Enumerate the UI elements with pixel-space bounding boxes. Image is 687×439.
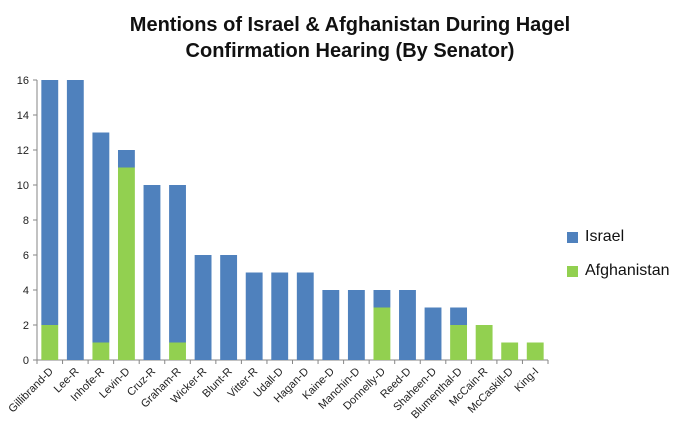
- bar-afghanistan-levin-d: [117, 167, 135, 360]
- bar-afghanistan-graham-r: [169, 342, 186, 360]
- legend: Israel Afghanistan: [567, 226, 670, 294]
- chart-title-line-1: Mentions of Israel & Afghanistan During …: [129, 14, 571, 36]
- legend-swatch-afghanistan: [567, 265, 578, 277]
- legend-item-afghanistan: Afghanistan: [567, 260, 670, 282]
- bar-israel-manchin-d: [347, 290, 365, 360]
- x-tick-label: King-I: [513, 366, 542, 395]
- y-tick-label: 10: [17, 180, 29, 192]
- legend-swatch-israel: [567, 231, 578, 243]
- bar-israel-inhofe-r: [92, 132, 110, 343]
- bar-israel-gillibrand-d: [41, 80, 59, 325]
- y-tick-label: 12: [17, 145, 29, 157]
- bar-israel-reed-d: [399, 290, 416, 360]
- y-tick-label: 8: [23, 215, 29, 227]
- bar-israel-vitter-r: [245, 272, 263, 360]
- bar-afghanistan-donnelly-d: [373, 307, 391, 360]
- x-tick-label: Gillibrand-D: [6, 366, 56, 416]
- bar-afghanistan-mccaskill-d: [501, 342, 519, 360]
- bar-israel-hagan-d: [296, 272, 314, 360]
- bar-israel-shaheen-d: [424, 307, 442, 360]
- bar-israel-lee-r: [66, 80, 84, 360]
- y-tick-label: 0: [23, 355, 29, 367]
- y-tick-label: 14: [17, 110, 29, 122]
- bar-israel-graham-r: [169, 185, 186, 343]
- legend-label-afghanistan: Afghanistan: [585, 262, 670, 279]
- bar-israel-wicker-r: [194, 255, 212, 360]
- legend-item-israel: Israel: [567, 226, 670, 248]
- bar-afghanistan-king-i: [526, 342, 544, 360]
- bar-israel-donnelly-d: [373, 290, 391, 308]
- legend-label-israel: Israel: [585, 228, 625, 245]
- y-tick-label: 6: [23, 250, 29, 262]
- bar-israel-levin-d: [117, 150, 135, 168]
- bar-afghanistan-inhofe-r: [92, 342, 110, 360]
- bar-israel-blumenthal-d: [450, 307, 468, 325]
- bar-afghanistan-gillibrand-d: [41, 325, 59, 360]
- y-tick-label: 2: [23, 320, 29, 332]
- y-tick-label: 16: [17, 75, 29, 87]
- chart-title-line-2: Confirmation Hearing (By Senator): [185, 40, 515, 62]
- bar-israel-blunt-r: [220, 255, 238, 360]
- y-tick-label: 4: [23, 285, 29, 297]
- bar-afghanistan-mccain-r: [475, 325, 493, 360]
- bar-israel-udall-d: [271, 272, 289, 360]
- bar-afghanistan-blumenthal-d: [450, 325, 468, 360]
- bar-israel-cruz-r: [143, 185, 161, 360]
- bar-israel-kaine-d: [322, 290, 340, 360]
